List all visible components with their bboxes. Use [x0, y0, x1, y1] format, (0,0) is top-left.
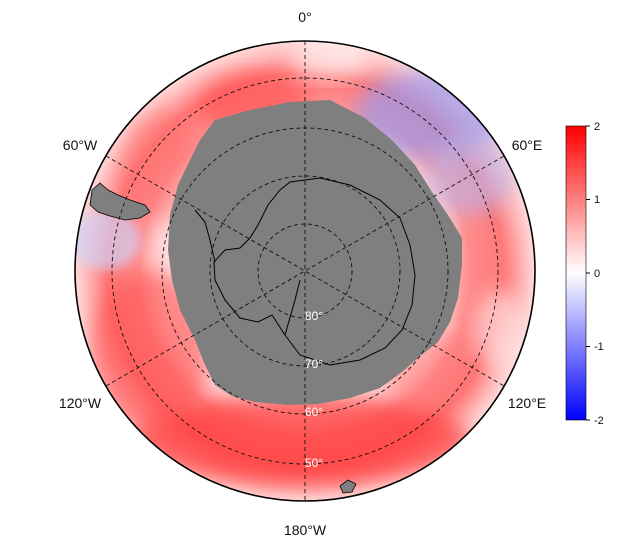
lat-label-70: 70° [305, 357, 323, 371]
colorbar: 2 1 0 -1 -2 [565, 121, 604, 427]
colorbar-tick-2: 2 [594, 121, 600, 133]
lat-label-50: 50° [305, 456, 323, 470]
island-south [339, 479, 357, 494]
lon-label-0: 0° [298, 9, 311, 25]
map-border [74, 40, 536, 502]
antarctica-land-mask [168, 100, 462, 405]
colorbar-tick-0: 0 [594, 268, 600, 280]
graticule [105, 41, 505, 501]
lon-label-180: 180°W [284, 522, 327, 538]
lon-label-120w: 120°W [59, 395, 102, 411]
colorbar-tick-1: 1 [594, 194, 600, 206]
colorbar-gradient [565, 125, 587, 421]
lon-label-60e: 60°E [512, 137, 543, 153]
lon-label-120e: 120°E [508, 395, 546, 411]
lat-label-80: 80° [305, 309, 323, 323]
south-america-tip [89, 182, 151, 221]
colorbar-tick-minus-2: -2 [594, 415, 604, 427]
lat-label-60: 60° [305, 405, 323, 419]
lon-label-60w: 60°W [63, 137, 98, 153]
lat-circle-80 [257, 223, 353, 319]
colorbar-tick-minus-1: -1 [594, 341, 604, 353]
